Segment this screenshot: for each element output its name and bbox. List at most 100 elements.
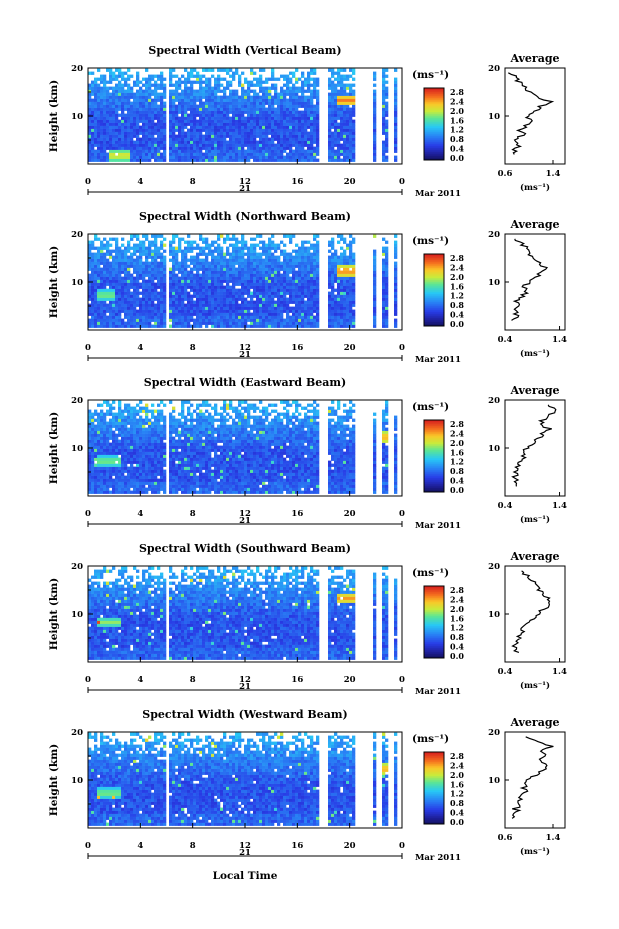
heatmap-cell [181,273,185,277]
heatmap-cell [208,86,212,90]
heatmap-cell [232,113,236,117]
heatmap-cell [199,252,203,256]
heatmap-cell [193,146,197,150]
heatmap-cell [175,80,179,84]
heatmap-cell [244,279,248,283]
heatmap-cell [340,77,344,81]
heatmap-cell [94,315,98,319]
heatmap-cell [277,318,281,322]
heatmap-cell [214,306,218,310]
heatmap-cell [151,315,155,319]
heatmap-cell [337,288,341,292]
heatmap-cell [97,270,101,274]
heatmap-cell [154,267,158,271]
heatmap-cell [124,98,128,102]
heatmap-cell [289,95,293,99]
heatmap-cell [175,140,179,144]
heatmap-cell [103,300,107,304]
colorbar-swatch [424,314,444,317]
heatmap-cell [280,92,284,96]
heatmap-cell [181,288,185,292]
heatmap-cell [271,140,275,144]
heatmap-cell [118,122,122,126]
heatmap-cell [277,315,281,319]
heatmap-cell [232,137,236,141]
heatmap-cell [157,92,161,96]
heatmap-cell [292,279,296,283]
heatmap-cell [103,152,107,156]
heatmap-cell [313,246,317,250]
heatmap-cell [157,252,161,256]
heatmap-cell [124,267,128,271]
heatmap-cell [190,131,194,135]
heatmap-cell [337,303,341,307]
heatmap-cell [262,134,266,138]
heatmap-cell [298,252,302,256]
heatmap-cell [175,288,179,292]
heatmap-cell [334,155,338,159]
heatmap-cell [241,261,245,265]
heatmap-cell [343,143,347,147]
heatmap-cell [373,128,377,132]
heatmap-cell [232,279,236,283]
heatmap-cell [352,143,356,147]
heatmap-cell [184,104,188,108]
heatmap-cell [268,303,272,307]
heatmap-cell [295,80,299,84]
heatmap-cell [226,276,230,280]
heatmap-cell [142,270,146,274]
heatmap-cell [121,318,125,322]
heatmap-cell [160,113,164,117]
colorbar-tick-label: 2.8 [450,253,464,263]
heatmap-cell [118,276,122,280]
heatmap-cell [91,255,95,259]
heatmap-cell [205,237,209,241]
heatmap-cell [127,137,131,141]
heatmap-cell [106,104,110,108]
heatmap-cell [331,291,335,295]
heatmap-cell [259,318,263,322]
heatmap-cell [313,276,317,280]
heatmap-cell [340,131,344,135]
heatmap-cell [343,282,347,286]
heatmap-cell [172,270,176,274]
heatmap-cell [190,92,194,96]
heatmap-cell [217,113,221,117]
heatmap-cell [148,318,152,322]
heatmap-cell [202,137,206,141]
heatmap-cell [316,261,320,265]
heatmap-cell [97,119,101,123]
heatmap-cell [298,321,302,325]
heatmap-cell [337,264,341,268]
heatmap-cell [175,143,179,147]
heatmap-cell [91,155,95,159]
heatmap-cell [181,74,185,78]
heatmap-cell [283,125,287,129]
heatmap-cell [268,309,272,313]
heatmap-cell [283,140,287,144]
heatmap-cell [382,276,386,280]
heatmap-cell [223,86,227,90]
heatmap-cell [226,101,230,105]
heatmap-cell [271,288,275,292]
heatmap-cell [88,110,92,114]
heatmap-cell [235,152,239,156]
heatmap-cell [304,306,308,310]
heatmap-cell [250,249,254,253]
colorbar-label: (ms⁻¹) [412,235,449,247]
heatmap-cell [121,261,125,265]
heatmap-cell [382,125,386,129]
heatmap-cell [217,300,221,304]
heatmap-cell [118,125,122,129]
heatmap-cell [190,240,194,244]
heatmap-cell [307,255,311,259]
heatmap-cell [181,297,185,301]
heatmap-cell [130,131,134,135]
heatmap-cell [346,258,350,262]
heatmap-cell [178,80,182,84]
heatmap-cell [133,321,137,325]
heatmap-cell [247,104,251,108]
heatmap-cell [235,270,239,274]
heatmap-cell [178,264,182,268]
heatmap-cell [247,264,251,268]
